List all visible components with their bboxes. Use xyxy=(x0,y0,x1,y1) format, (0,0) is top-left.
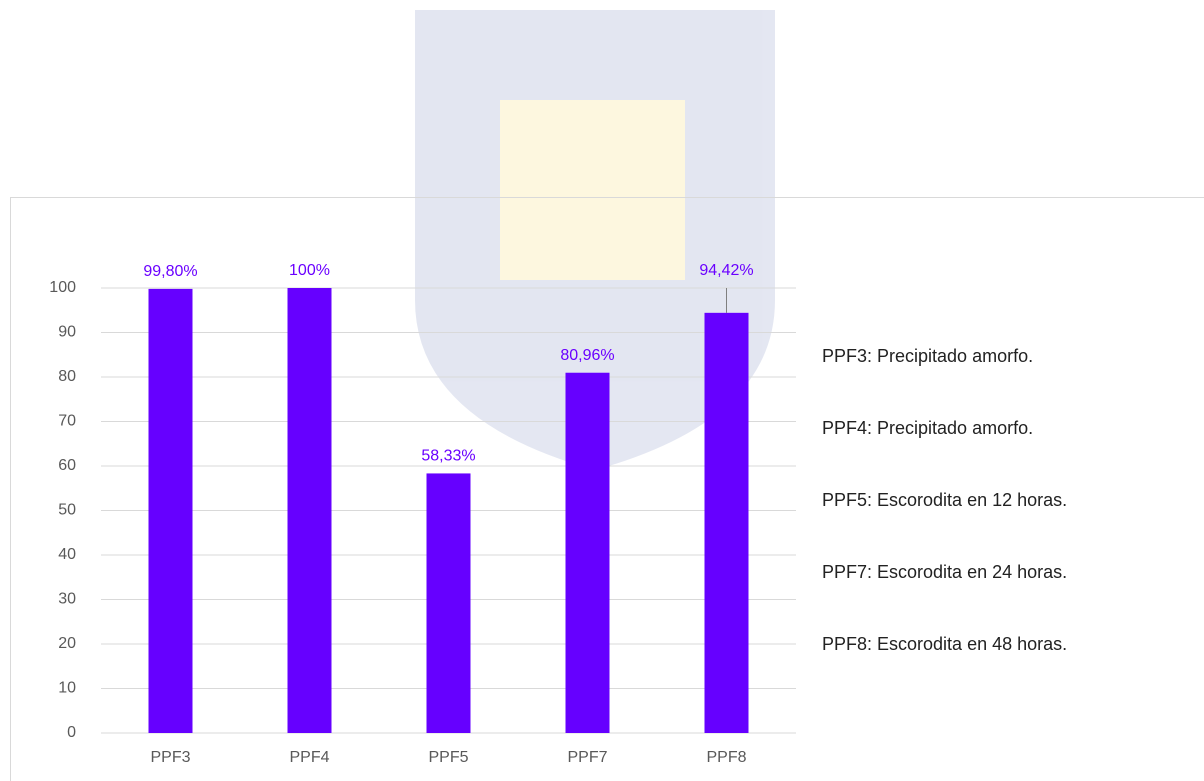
y-tick-label: 50 xyxy=(58,502,76,519)
y-tick-label: 60 xyxy=(58,457,76,474)
x-tick-label: PPF3 xyxy=(150,749,190,766)
y-tick-label: 80 xyxy=(58,368,76,385)
y-tick-label: 30 xyxy=(58,591,76,608)
bar xyxy=(288,288,332,733)
y-tick-label: 10 xyxy=(58,680,76,697)
x-tick-label: PPF5 xyxy=(428,749,468,766)
y-tick-label: 100 xyxy=(49,279,76,296)
annotation: PPF8: Escorodita en 48 horas. xyxy=(822,634,1067,654)
y-tick-label: 40 xyxy=(58,546,76,563)
bar xyxy=(705,313,749,733)
annotation: PPF5: Escorodita en 12 horas. xyxy=(822,490,1067,510)
x-tick-label: PPF8 xyxy=(706,749,746,766)
value-label: 94,42% xyxy=(699,262,753,279)
annotation: PPF4: Precipitado amorfo. xyxy=(822,418,1033,438)
value-label: 80,96% xyxy=(560,347,614,364)
x-tick-label: PPF7 xyxy=(567,749,607,766)
chart: 0 10 20 30 40 50 60 70 80 90 100 PPF3 99,80% PPF4 100%… xyxy=(0,0,1204,781)
y-tick-label: 0 xyxy=(67,724,76,741)
bar xyxy=(427,473,471,733)
value-label: 100% xyxy=(289,262,330,279)
y-tick-label: 90 xyxy=(58,324,76,341)
value-label: 58,33% xyxy=(421,448,475,465)
y-tick-label: 70 xyxy=(58,413,76,430)
bar xyxy=(566,373,610,733)
x-tick-label: PPF4 xyxy=(289,749,329,766)
y-tick-label: 20 xyxy=(58,635,76,652)
annotation: PPF3: Precipitado amorfo. xyxy=(822,346,1033,366)
bar xyxy=(149,289,193,733)
annotation: PPF7: Escorodita en 24 horas. xyxy=(822,562,1067,582)
value-label: 99,80% xyxy=(143,263,197,280)
